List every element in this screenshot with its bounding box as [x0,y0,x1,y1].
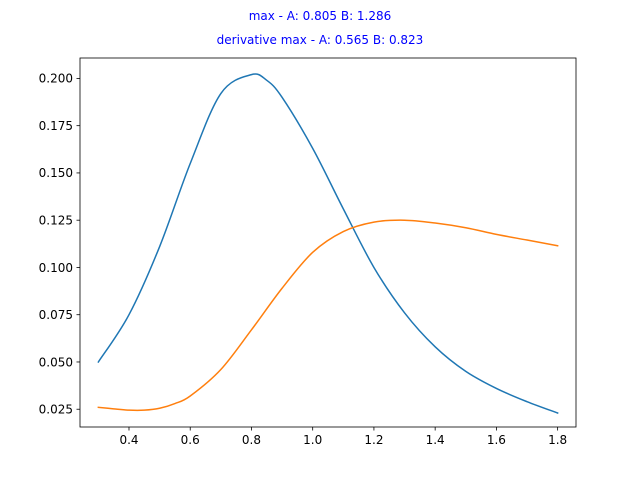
chart-title-line-2: derivative max - A: 0.565 B: 0.823 [216,33,424,47]
y-tick-label: 0.175 [39,119,73,133]
x-tick-label: 0.8 [242,433,261,447]
x-tick-label: 0.6 [181,433,200,447]
y-tick-label: 0.125 [39,213,73,227]
x-tick-label: 1.8 [548,433,567,447]
x-tick-label: 1.0 [303,433,322,447]
x-tick-label: 1.4 [426,433,445,447]
series-line-1 [97,73,559,414]
axes-layer: 0.4 0.6 0.8 1.0 1.2 1.4 1.6 1.8 0.025 0.050 0.075 0… [39,57,577,447]
x-tick-label: 1.2 [364,433,383,447]
y-tick-label: 0.200 [39,72,73,86]
plot-background [80,58,576,427]
x-tick-label: 0.4 [119,433,138,447]
x-tick-label: 1.6 [487,433,506,447]
chart-title-line-1: max - A: 0.805 B: 1.286 [248,9,392,23]
y-tick-label: 0.050 [39,355,73,369]
y-tick-label: 0.075 [39,308,73,322]
series-line-2 [97,219,559,412]
plot-area [80,58,576,427]
y-tick-label: 0.150 [39,166,73,180]
axes-frame [79,57,577,428]
y-tick-label: 0.025 [39,403,73,417]
y-tick-label: 0.100 [39,261,73,275]
series-layer [97,73,559,414]
